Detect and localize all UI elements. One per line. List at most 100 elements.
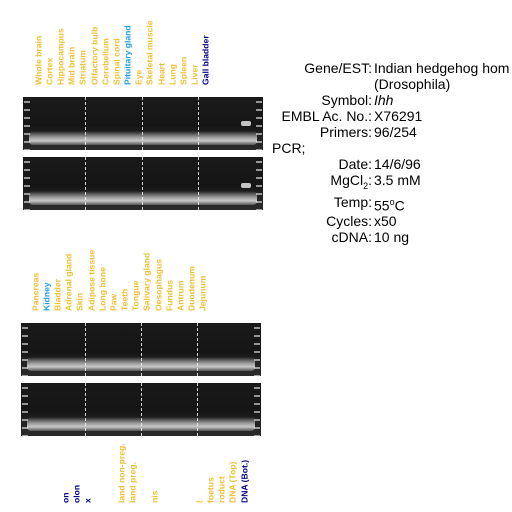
cdna-value: 10 ng <box>374 229 410 246</box>
mgcl-row: MgCl2: 3.5 mM <box>272 172 421 194</box>
lane-labels-mid: Pancreas Kidney Bladder Adrenal gland Skin Ad… <box>30 242 260 320</box>
lane-label-top-3: Mid brain <box>67 10 78 94</box>
lane-divider <box>142 157 143 210</box>
lane-labels-bottom: on olon x land non-preg. land preg. nis l foetu… <box>60 430 270 512</box>
lane-label-text: Jejunum <box>198 276 209 312</box>
symbol-row: Symbol: Ihh <box>272 92 509 108</box>
lane-label-text: Hippocampus <box>55 28 66 86</box>
lane-label-mid-11: Oesophagus <box>153 242 164 320</box>
primers-row: Primers: 96/254 <box>272 124 509 140</box>
lane-label-top-14: Liver <box>190 10 201 94</box>
lane-divider <box>142 97 143 150</box>
embl-label: EMBL Ac. No.: <box>281 108 372 124</box>
gene-label: Gene/EST: <box>304 60 372 76</box>
lane-label-top-0: Whole brain <box>33 10 44 94</box>
gene-row: Gene/EST: Indian hedgehog hom <box>272 60 509 76</box>
lane-label-text: Paw <box>108 294 119 312</box>
pcr-info-panel: Date: 14/6/96 MgCl2: 3.5 mM Temp: 55oC C… <box>272 156 421 245</box>
lane-divider <box>197 323 198 376</box>
lane-label-text: Spleen <box>178 57 189 86</box>
cdna-label: cDNA: <box>331 229 372 246</box>
temp-label: Temp: <box>333 193 372 210</box>
embl-value: X76291 <box>374 108 423 124</box>
lane-label-text: Cerebellum <box>100 38 111 86</box>
lane-label-text: Fundus <box>164 280 175 312</box>
cycles-label: Cycles: <box>326 213 372 230</box>
lane-label-top-13: Spleen <box>178 10 189 94</box>
lane-label-text: DNA (Top) <box>228 461 239 504</box>
cdna-row: cDNA: 10 ng <box>272 229 421 245</box>
lane-label-text: Striatum <box>78 50 89 86</box>
gel-image-top-2 <box>23 157 263 210</box>
lane-label-mid-10: Salivary gland <box>142 242 153 320</box>
lane-label-bottom-4 <box>105 430 116 512</box>
lane-label-bottom-8: nis <box>150 430 161 512</box>
lane-label-text: Liver <box>189 64 200 86</box>
lane-label-text: on <box>60 492 71 504</box>
lane-label-text: Salivary gland <box>142 253 153 312</box>
lane-label-top-6: Cerebellum <box>100 10 111 94</box>
lane-label-mid-8: Teeth <box>120 242 131 320</box>
lane-label-bottom-11 <box>183 430 194 512</box>
mgcl-value: 3.5 mM <box>374 172 421 188</box>
cycles-row: Cycles: x50 <box>272 213 421 229</box>
lane-label-text: Oesophagus <box>153 259 164 312</box>
lane-label-text: Cortex <box>44 58 55 86</box>
lane-label-text: l <box>194 501 205 504</box>
lane-label-bottom-16: DNA (Bot.) <box>239 430 250 512</box>
gene-value: Indian hedgehog hom <box>374 60 510 76</box>
lane-divider <box>85 323 86 376</box>
lane-label-text: Heart <box>156 63 167 86</box>
lane-label-top-12: Lung <box>167 10 178 94</box>
lane-label-bottom-9 <box>161 430 172 512</box>
lane-label-mid-15: Jejunum <box>198 242 209 320</box>
lane-label-top-8: Pituitary gland <box>123 10 134 94</box>
lane-label-text: nis <box>149 490 160 504</box>
lane-label-text: Whole brain <box>33 36 44 86</box>
primers-value: 96/254 <box>374 124 417 140</box>
lane-label-mid-5: Adipose tissue <box>86 242 97 320</box>
lane-label-bottom-6: land preg. <box>127 430 138 512</box>
lane-label-bottom-10 <box>172 430 183 512</box>
temp-row: Temp: 55oC <box>272 194 421 214</box>
ladder-right <box>254 387 260 436</box>
lane-label-text: Antrum <box>175 280 186 312</box>
temp-value: 55oC <box>374 196 405 214</box>
cycles-value: x50 <box>374 213 397 230</box>
lane-label-bottom-0: on <box>60 430 71 512</box>
lane-label-bottom-14: roduct <box>217 430 228 512</box>
lane-label-mid-2: Bladder <box>52 242 63 320</box>
lane-label-mid-14: Duodenum <box>187 242 198 320</box>
lane-label-bottom-5: land non-preg. <box>116 430 127 512</box>
lane-label-text: land preg. <box>127 462 138 504</box>
lane-label-mid-7: Paw <box>108 242 119 320</box>
lane-label-mid-6: Long bone <box>97 242 108 320</box>
lane-divider <box>85 157 86 210</box>
lane-labels-top: Whole brain Cortex Hippocampus Mid brain Str… <box>33 10 263 94</box>
lane-label-text: Tongue <box>130 281 141 312</box>
lane-label-text: olon <box>71 485 82 504</box>
lane-label-text: Pituitary gland <box>122 25 133 86</box>
lane-label-top-11: Heart <box>156 10 167 94</box>
gall-bladder-band <box>241 183 251 188</box>
gall-bladder-band <box>241 121 251 126</box>
lane-label-top-9: Eye <box>134 10 145 94</box>
gene-row-2: (Drosophila) <box>272 76 509 92</box>
symbol-label: Symbol: <box>321 92 372 108</box>
lane-label-mid-0: Pancreas <box>30 242 41 320</box>
lane-label-text: Bladder <box>52 279 63 312</box>
lane-label-top-5: Olfactory bulb <box>89 10 100 94</box>
gene-info-panel: Gene/EST: Indian hedgehog hom (Drosophil… <box>272 60 509 140</box>
lane-label-top-2: Hippocampus <box>55 10 66 94</box>
lane-label-top-15: Gall bladder <box>201 10 212 94</box>
gel-image-mid-2 <box>21 383 261 436</box>
ladder-right <box>256 101 262 150</box>
lane-label-text: Spinal cord <box>111 38 122 86</box>
lane-label-text: Duodenum <box>186 266 197 312</box>
ladder-left <box>22 387 28 436</box>
lane-label-top-4: Striatum <box>78 10 89 94</box>
lane-label-mid-3: Adrenal gland <box>64 242 75 320</box>
primer-dimer-band <box>29 191 257 205</box>
mgcl-label: MgCl2: <box>330 172 372 191</box>
lane-divider <box>141 383 142 436</box>
